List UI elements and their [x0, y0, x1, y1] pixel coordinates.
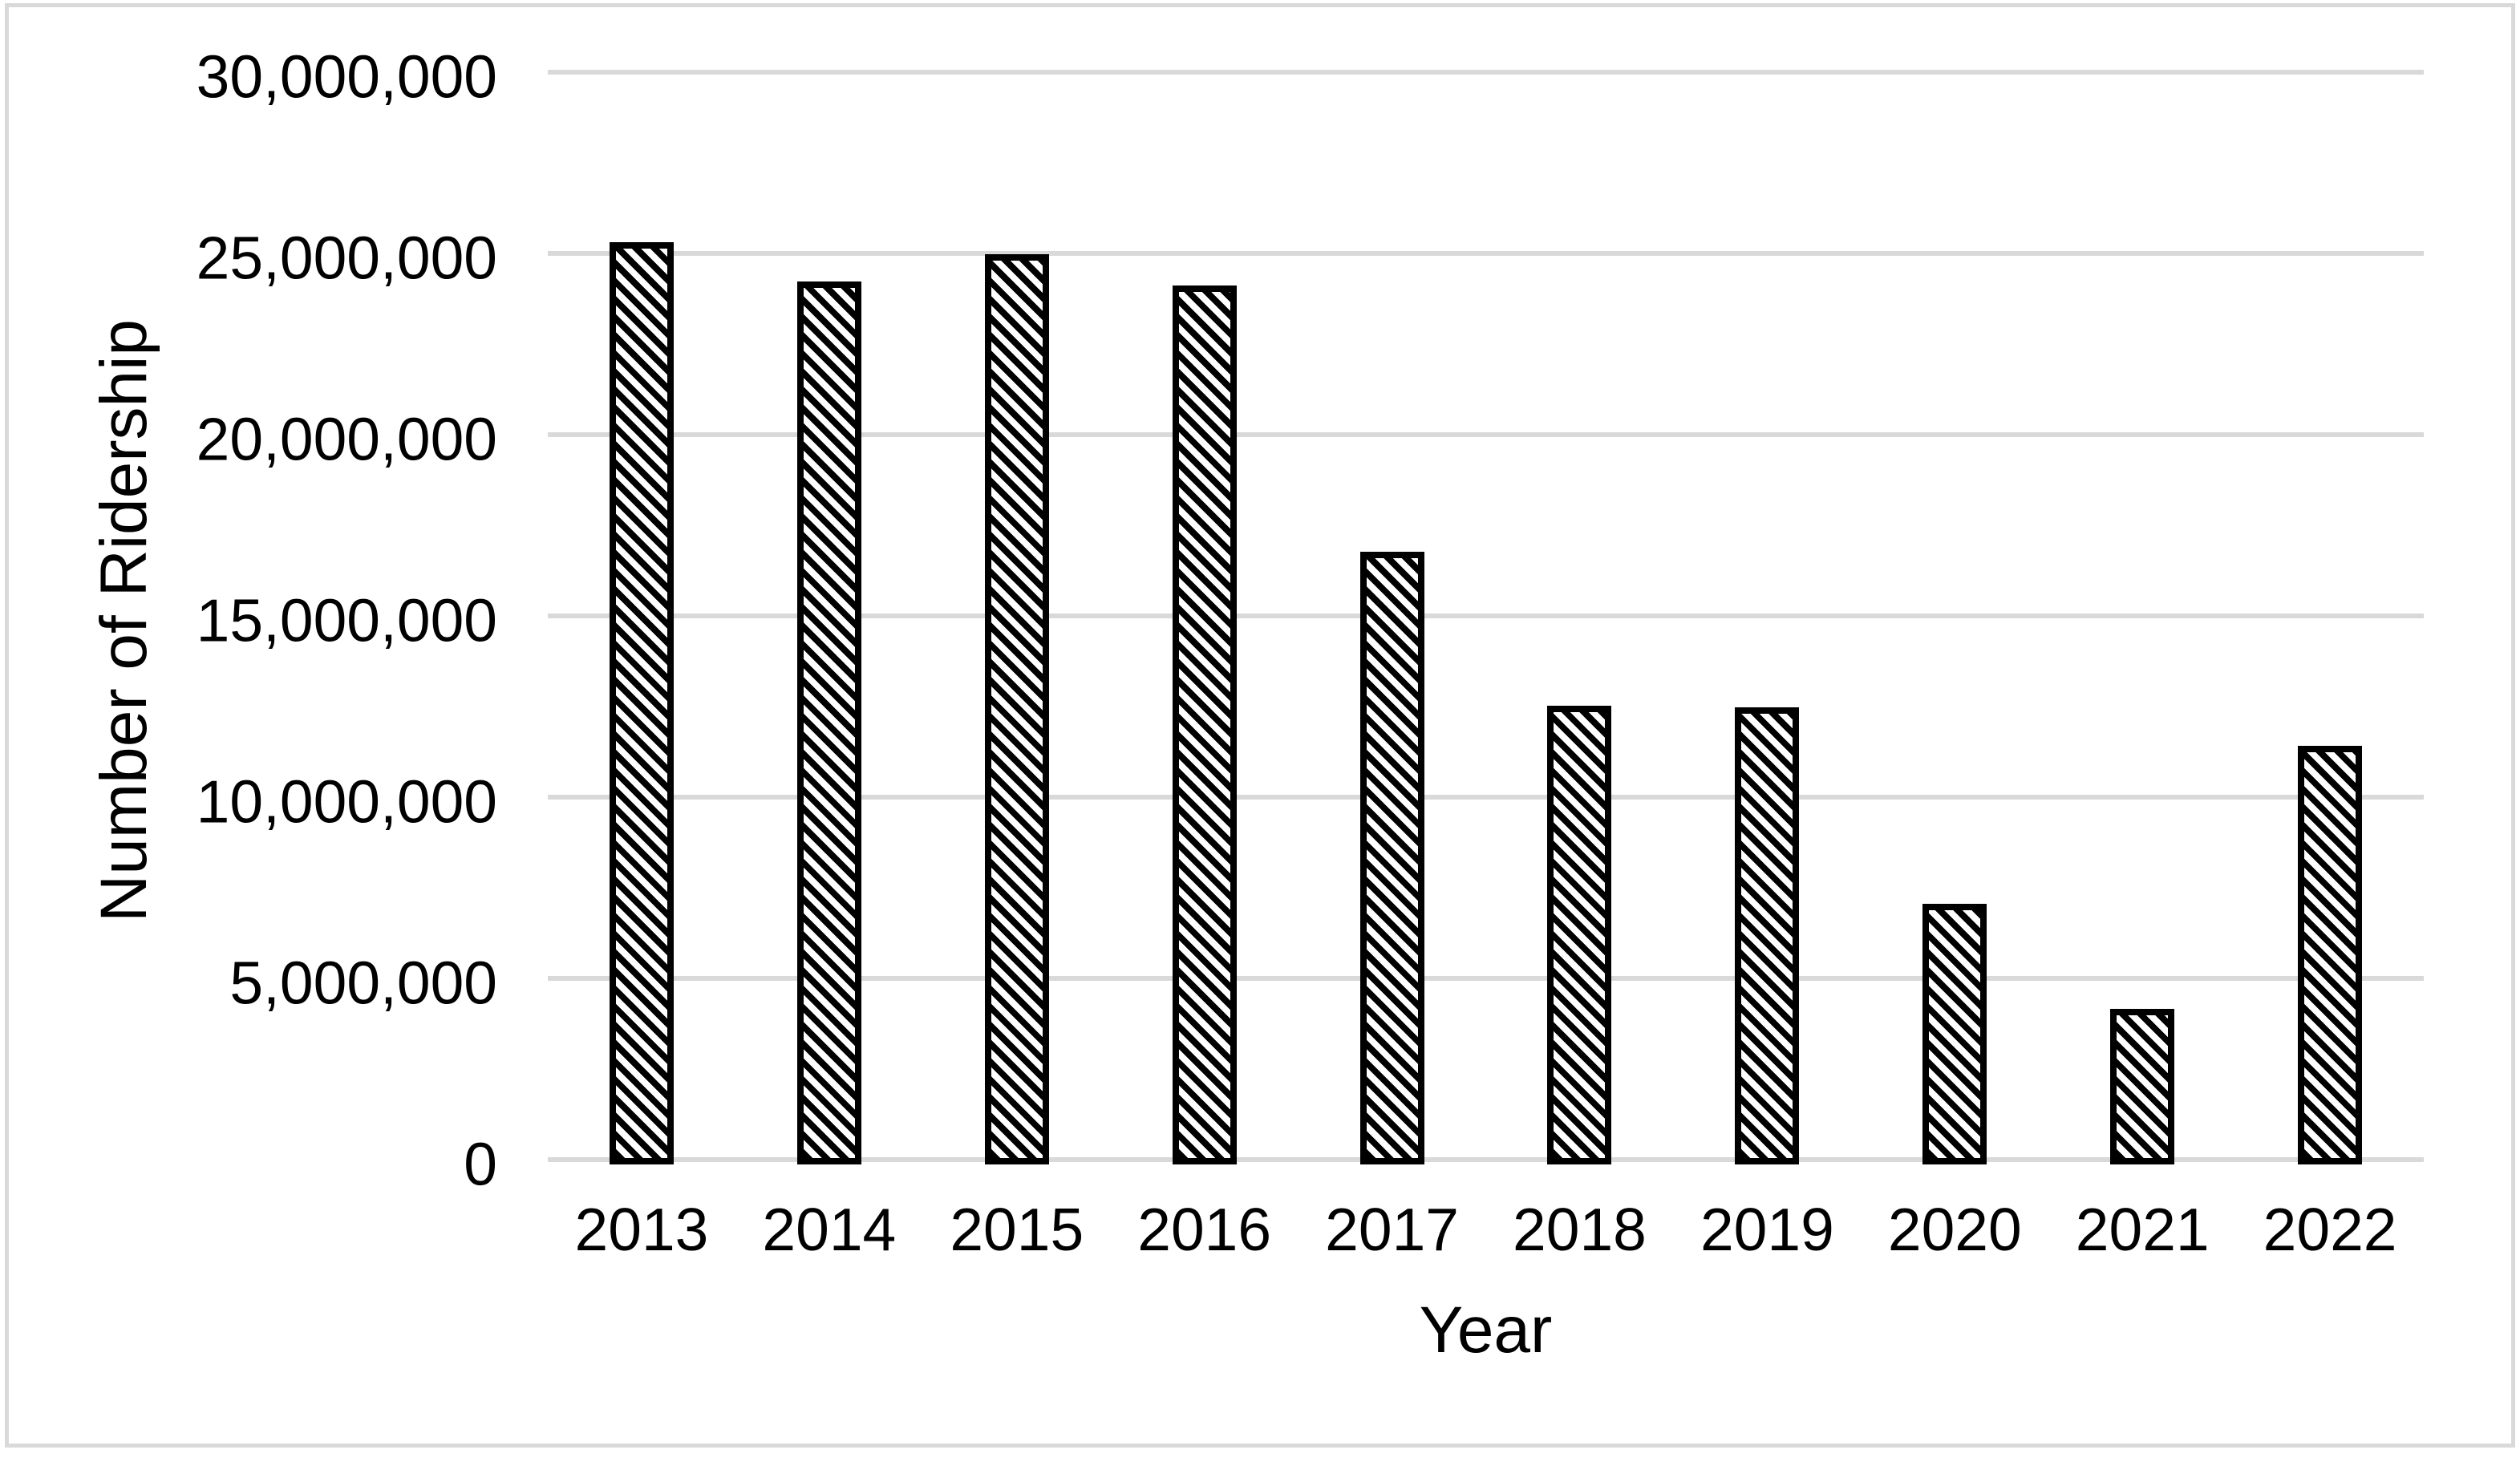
y-tick-label-30000000: 30,000,000: [196, 43, 497, 111]
bar-slot-2015: [923, 77, 1111, 1164]
bar-2021: [2110, 1008, 2175, 1164]
bar-2013: [609, 241, 674, 1164]
bar-slot-2013: [548, 77, 735, 1164]
y-tick-label-20000000: 20,000,000: [196, 405, 497, 473]
gridline-25000000: [548, 251, 2424, 256]
y-tick-label-15000000: 15,000,000: [196, 586, 497, 654]
y-tick-label-10000000: 10,000,000: [196, 767, 497, 836]
chart-outer-border: [5, 3, 2515, 1448]
x-tick-label-2013: 2013: [574, 1196, 709, 1263]
gridline-10000000: [548, 795, 2424, 800]
gridline-0: [548, 1157, 2424, 1162]
bar-2015: [984, 254, 1049, 1164]
bars-row: [548, 77, 2424, 1164]
x-tick-label-2015: 2015: [950, 1196, 1084, 1263]
bar-2018: [1547, 706, 1612, 1164]
bar-slot-2018: [1486, 77, 1674, 1164]
gridline-20000000: [548, 432, 2424, 437]
y-tick-label-5000000: 5,000,000: [229, 949, 497, 1017]
bar-2016: [1172, 285, 1237, 1164]
bar-2020: [1922, 903, 1987, 1164]
gridline-5000000: [548, 976, 2424, 981]
x-axis-tick-labels: 2013 2014 2015 2016 2017 2018 2019 2020 2021 2022: [548, 1200, 2424, 1260]
bar-slot-2021: [2048, 77, 2236, 1164]
bar-2014: [796, 281, 861, 1164]
bar-2017: [1359, 552, 1424, 1164]
bar-2019: [1735, 707, 1800, 1164]
bar-slot-2014: [735, 77, 923, 1164]
x-tick-label-2021: 2021: [2075, 1196, 2210, 1263]
x-tick-label-2014: 2014: [762, 1196, 897, 1263]
bar-slot-2020: [1861, 77, 2048, 1164]
bar-slot-2017: [1298, 77, 1486, 1164]
bar-slot-2022: [2236, 77, 2424, 1164]
bar-slot-2019: [1673, 77, 1861, 1164]
plot-area: [548, 70, 2424, 1164]
y-tick-label-0: 0: [464, 1130, 497, 1198]
x-tick-label-2016: 2016: [1137, 1196, 1272, 1263]
x-tick-label-2020: 2020: [1887, 1196, 2022, 1263]
gridline-15000000: [548, 614, 2424, 618]
x-tick-label-2017: 2017: [1325, 1196, 1459, 1263]
y-tick-label-25000000: 25,000,000: [196, 224, 497, 292]
x-tick-label-2018: 2018: [1513, 1196, 1647, 1263]
x-tick-label-2019: 2019: [1700, 1196, 1834, 1263]
x-axis-title: Year: [1419, 1294, 1553, 1367]
bar-2022: [2298, 745, 2363, 1164]
gridline-30000000: [548, 70, 2424, 75]
bar-slot-2016: [1111, 77, 1298, 1164]
x-tick-label-2022: 2022: [2263, 1196, 2397, 1263]
y-axis-tick-labels: 0 5,000,000 10,000,000 15,000,000 20,000,000…: [0, 47, 497, 1194]
